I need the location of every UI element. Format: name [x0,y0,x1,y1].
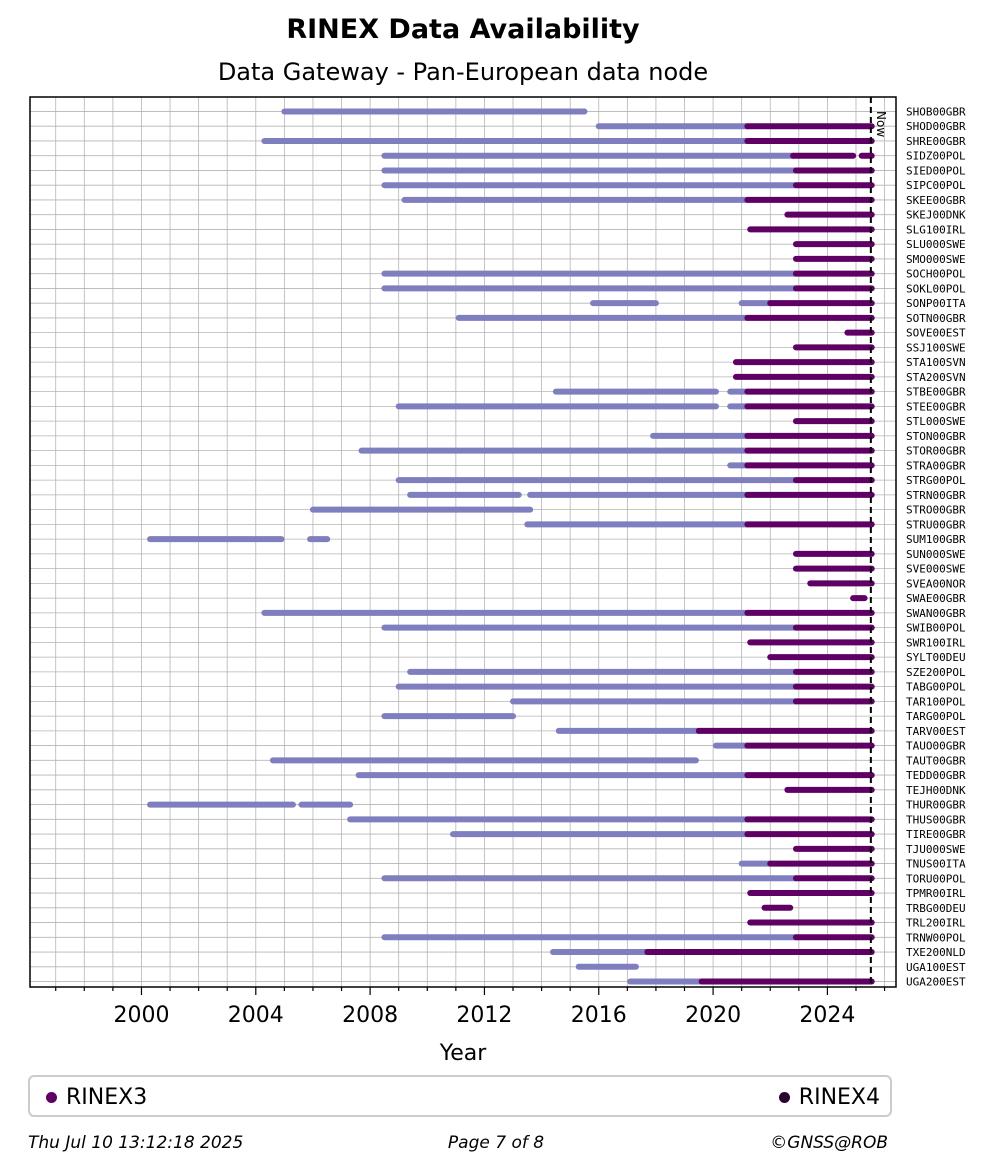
station-label: SVE000SWE [906,563,966,576]
station-label: STL000SWE [906,415,966,428]
station-label: TEJH00DNK [906,784,966,797]
station-label: SHRE00GBR [906,135,966,148]
station-label: THUR00GBR [906,799,966,812]
station-label: TARV00EST [906,725,966,738]
station-label: SHOB00GBR [906,105,966,118]
station-label: STRU00GBR [906,518,966,531]
legend: RINEX3 RINEX4 [28,1075,892,1117]
station-label: SWAE00GBR [906,592,966,605]
station-label: TARG00POL [906,710,966,723]
station-label: SHOD00GBR [906,120,966,133]
x-tick-label: 2012 [456,1003,512,1028]
station-label: SLU000SWE [906,238,966,251]
x-tick-label: 2000 [113,1003,169,1028]
station-label: STRO00GBR [906,504,966,517]
station-label: SUM100GBR [906,533,966,546]
station-label: TAUO00GBR [906,740,966,753]
station-label: THUS00GBR [906,813,966,826]
station-label: STA200SVN [906,371,966,384]
station-label: SOTN00GBR [906,312,966,325]
x-tick-label: 2004 [228,1003,284,1028]
station-label: SONP00ITA [906,297,966,310]
station-label: STA100SVN [906,356,966,369]
axis-layer: SHOB00GBR SHOD00GBR SHRE00GBR SIDZ00POLSIED… [29,96,966,1066]
chart-subtitle: Data Gateway - Pan-European data node [217,58,709,86]
station-label: TJU000SWE [906,843,966,856]
station-label: UGA200EST [906,976,966,989]
station-label: TNUS00ITA [906,858,966,871]
station-label: TXE200NLD [906,946,966,959]
chart-title: RINEX Data Availability [286,14,640,45]
station-label: STBE00GBR [906,386,966,399]
footer-date: Thu Jul 10 13:12:18 2025 [28,1133,244,1153]
station-label: SYLT00DEU [906,651,966,664]
legend-label-rinex3: RINEX3 [66,1085,148,1110]
station-label: SKEE00GBR [906,194,966,207]
availability-bars [147,108,875,985]
legend-marker-rinex4 [778,1092,790,1103]
station-label: SWR100IRL [906,636,966,649]
x-tick-label: 2020 [685,1003,741,1028]
station-label: SZE200POL [906,666,966,679]
legend-marker-rinex3 [46,1092,57,1103]
station-label: STEE00GBR [906,400,966,413]
station-label: TRL200IRL [906,917,966,930]
station-label: SOCH00POL [906,268,966,281]
station-label: SIPC00POL [906,179,966,192]
station-label: SMO000SWE [906,253,966,266]
station-label: SOKL00POL [906,282,966,295]
timeline-chart: SHOB00GBR SHOD00GBR SHRE00GBR SIDZ00POLSIED… [29,96,966,1066]
station-label: SIED00POL [906,164,966,177]
station-label: TIRE00GBR [906,828,966,841]
station-label: TORU00POL [906,872,966,885]
station-label: SWAN00GBR [906,607,966,620]
station-label: STRG00POL [906,474,966,487]
station-label: SVEA00NOR [906,577,966,590]
station-label: STRN00GBR [906,489,966,502]
x-tick-label: 2016 [571,1003,627,1028]
station-label: TRBG00DEU [906,902,966,915]
station-label: SOVE00EST [906,327,966,340]
station-label: TAR100POL [906,695,966,708]
station-label: TABG00POL [906,681,966,694]
station-label: SSJ100SWE [906,341,966,354]
legend-item-rinex4: RINEX4 [778,1085,880,1110]
station-label: SUN000SWE [906,548,966,561]
station-label: SKEJ00DNK [906,209,966,222]
x-axis-label: Year [439,1041,488,1066]
x-tick-label: 2008 [342,1003,398,1028]
station-label: STON00GBR [906,430,966,443]
station-label: TEDD00GBR [906,769,966,782]
now-label: Now [874,111,888,137]
legend-item-rinex3: RINEX3 [46,1085,147,1110]
station-label: SIDZ00POL [906,150,966,163]
station-label: SWIB00POL [906,622,966,635]
footer-copyright: ©GNSS@ROB [770,1133,888,1153]
station-label: STOR00GBR [906,445,966,458]
station-label: TPMR00IRL [906,887,966,900]
plot-frame [29,96,897,988]
station-label: STRA00GBR [906,459,966,472]
station-label: TRNW00POL [906,931,966,944]
station-label: SLG100IRL [906,223,966,236]
legend-label-rinex4: RINEX4 [798,1085,880,1110]
footer-page: Page 7 of 8 [447,1133,545,1153]
station-label: UGA100EST [906,961,966,974]
x-tick-label: 2024 [799,1003,855,1028]
station-label: TAUT00GBR [906,754,966,767]
